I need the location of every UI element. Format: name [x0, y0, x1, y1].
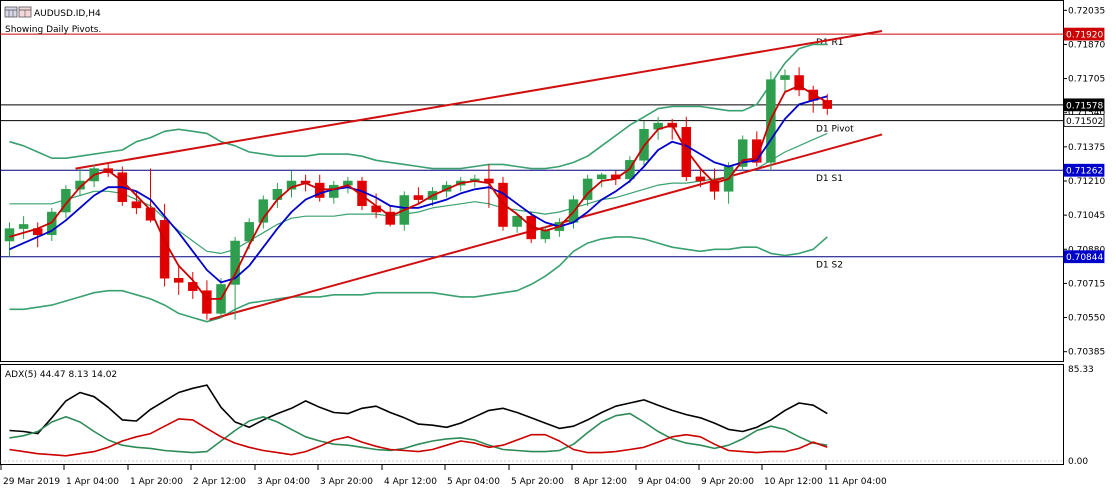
time-tick-label: 5 Apr 20:00: [511, 477, 564, 487]
pivot-price-box-3: [1063, 163, 1105, 177]
price-tick-label: 0.71045: [1068, 211, 1105, 221]
time-tick-label: 4 Apr 12:00: [384, 477, 437, 487]
price-tick-label: 0.70880: [1068, 245, 1105, 255]
price-tick-label: 0.71540: [1068, 109, 1105, 119]
candle-body: [695, 176, 706, 182]
time-tick-label: 10 Apr 12:00: [764, 477, 823, 487]
pivot-price-label-4: 0.70844: [1066, 253, 1103, 263]
price-tick-label: 0.72035: [1068, 6, 1105, 16]
candle-body: [202, 290, 212, 314]
time-tick-label: 1 Apr 04:00: [66, 477, 119, 487]
pivot-price-box-1: [1063, 98, 1105, 112]
window-icon[interactable]: [4, 6, 18, 18]
candle-body: [329, 184, 339, 198]
candle-body: [681, 126, 692, 178]
candle-body: [18, 224, 29, 229]
bollinger-upper-line: [9, 43, 828, 170]
price-tick-label: 0.71870: [1068, 40, 1105, 50]
main-panel[interactable]: [0, 0, 1064, 362]
window-icon-2[interactable]: [18, 6, 32, 18]
candle-body: [159, 220, 170, 279]
candle-body: [540, 230, 551, 240]
bollinger-lower-line: [9, 236, 828, 323]
pivot-price-label-3: 0.71262: [1066, 167, 1103, 177]
adx-panel[interactable]: [0, 364, 1064, 465]
adx-chart-layer: [0, 384, 1063, 462]
candle-body: [780, 75, 790, 80]
main-chart-layer: D1 R1 D1 Pivot D1 S1 D1 S2: [0, 30, 1063, 323]
adx-tick-max: 85.33: [1068, 365, 1094, 375]
adx-tick-min: 0.00: [1068, 457, 1088, 467]
candle-body: [61, 189, 71, 213]
candle-body: [173, 277, 184, 283]
candle-body: [244, 222, 254, 242]
symbol-title: AUDUSD.ID,H4: [34, 9, 101, 19]
pivot-price-label-0: 0.71920: [1066, 31, 1103, 41]
axis-layer: 0.72035 0.71870 0.71705 0.71540 0.71375 0.712…: [0, 6, 1105, 487]
pivot-label-2: D1 Pivot: [816, 125, 854, 135]
candle-body: [596, 174, 607, 180]
candle-body: [709, 180, 720, 192]
pivot-subtitle: Showing Daily Pivots.: [5, 25, 101, 35]
pivot-price-label-1: 0.71578: [1066, 101, 1103, 111]
time-tick-label: 11 Apr 04:00: [828, 477, 887, 487]
bollinger-middle-line: [9, 132, 828, 254]
candle-body: [413, 195, 424, 200]
price-tick-label: 0.71375: [1068, 143, 1105, 153]
pivot-price-box-2: [1063, 114, 1105, 127]
price-tick-label: 0.71210: [1068, 177, 1105, 187]
price-tick-label: 0.70550: [1068, 314, 1105, 324]
time-tick-label: 9 Apr 20:00: [701, 477, 754, 487]
pivot-price-box-4: [1063, 250, 1105, 264]
adx-title: ADX(5) 44.47 8.13 14.02: [5, 370, 117, 380]
moving-average-slow-line: [9, 95, 828, 284]
pivot-label-4: D1 S2: [816, 261, 843, 271]
candle-body: [385, 211, 395, 225]
pivot-price-label-2: 0.71502: [1066, 117, 1103, 127]
candle-body: [737, 139, 748, 167]
candle-body: [230, 240, 240, 285]
candle-body: [314, 182, 325, 198]
price-tick-label: 0.71705: [1068, 75, 1105, 85]
time-tick-label: 9 Apr 04:00: [638, 477, 691, 487]
trendline-0[interactable]: [75, 30, 883, 170]
time-tick-label: 29 Mar 2019: [3, 477, 60, 487]
time-tick-label: 3 Apr 20:00: [320, 477, 373, 487]
price-tick-label: 0.70385: [1068, 348, 1105, 358]
candle-body: [752, 139, 762, 163]
adx-series-1: [9, 412, 828, 454]
time-tick-label: 1 Apr 20:00: [130, 477, 183, 487]
moving-average-fast-line: [9, 84, 828, 300]
adx-series-2: [9, 418, 828, 457]
candle-body: [75, 180, 85, 190]
time-tick-label: 2 Apr 12:00: [193, 477, 246, 487]
candle-body: [822, 100, 833, 109]
candle-body: [512, 215, 522, 227]
window-header: AUDUSD.ID,H4 Showing Daily Pivots.: [4, 6, 101, 35]
candle-body: [4, 228, 15, 242]
candle-body: [131, 201, 142, 209]
candle-body: [145, 207, 156, 221]
candle-body: [794, 75, 804, 91]
pivot-label-0: D1 R1: [816, 38, 844, 48]
price-tick-label: 0.70715: [1068, 279, 1105, 289]
candle-body: [272, 189, 283, 200]
pivot-label-3: D1 S1: [816, 174, 843, 184]
time-tick-label: 3 Apr 04:00: [257, 477, 310, 487]
pivot-price-box-0: [1063, 27, 1105, 41]
time-tick-label: 8 Apr 12:00: [574, 477, 627, 487]
time-tick-label: 5 Apr 04:00: [447, 477, 500, 487]
adx-series-0: [9, 384, 828, 435]
